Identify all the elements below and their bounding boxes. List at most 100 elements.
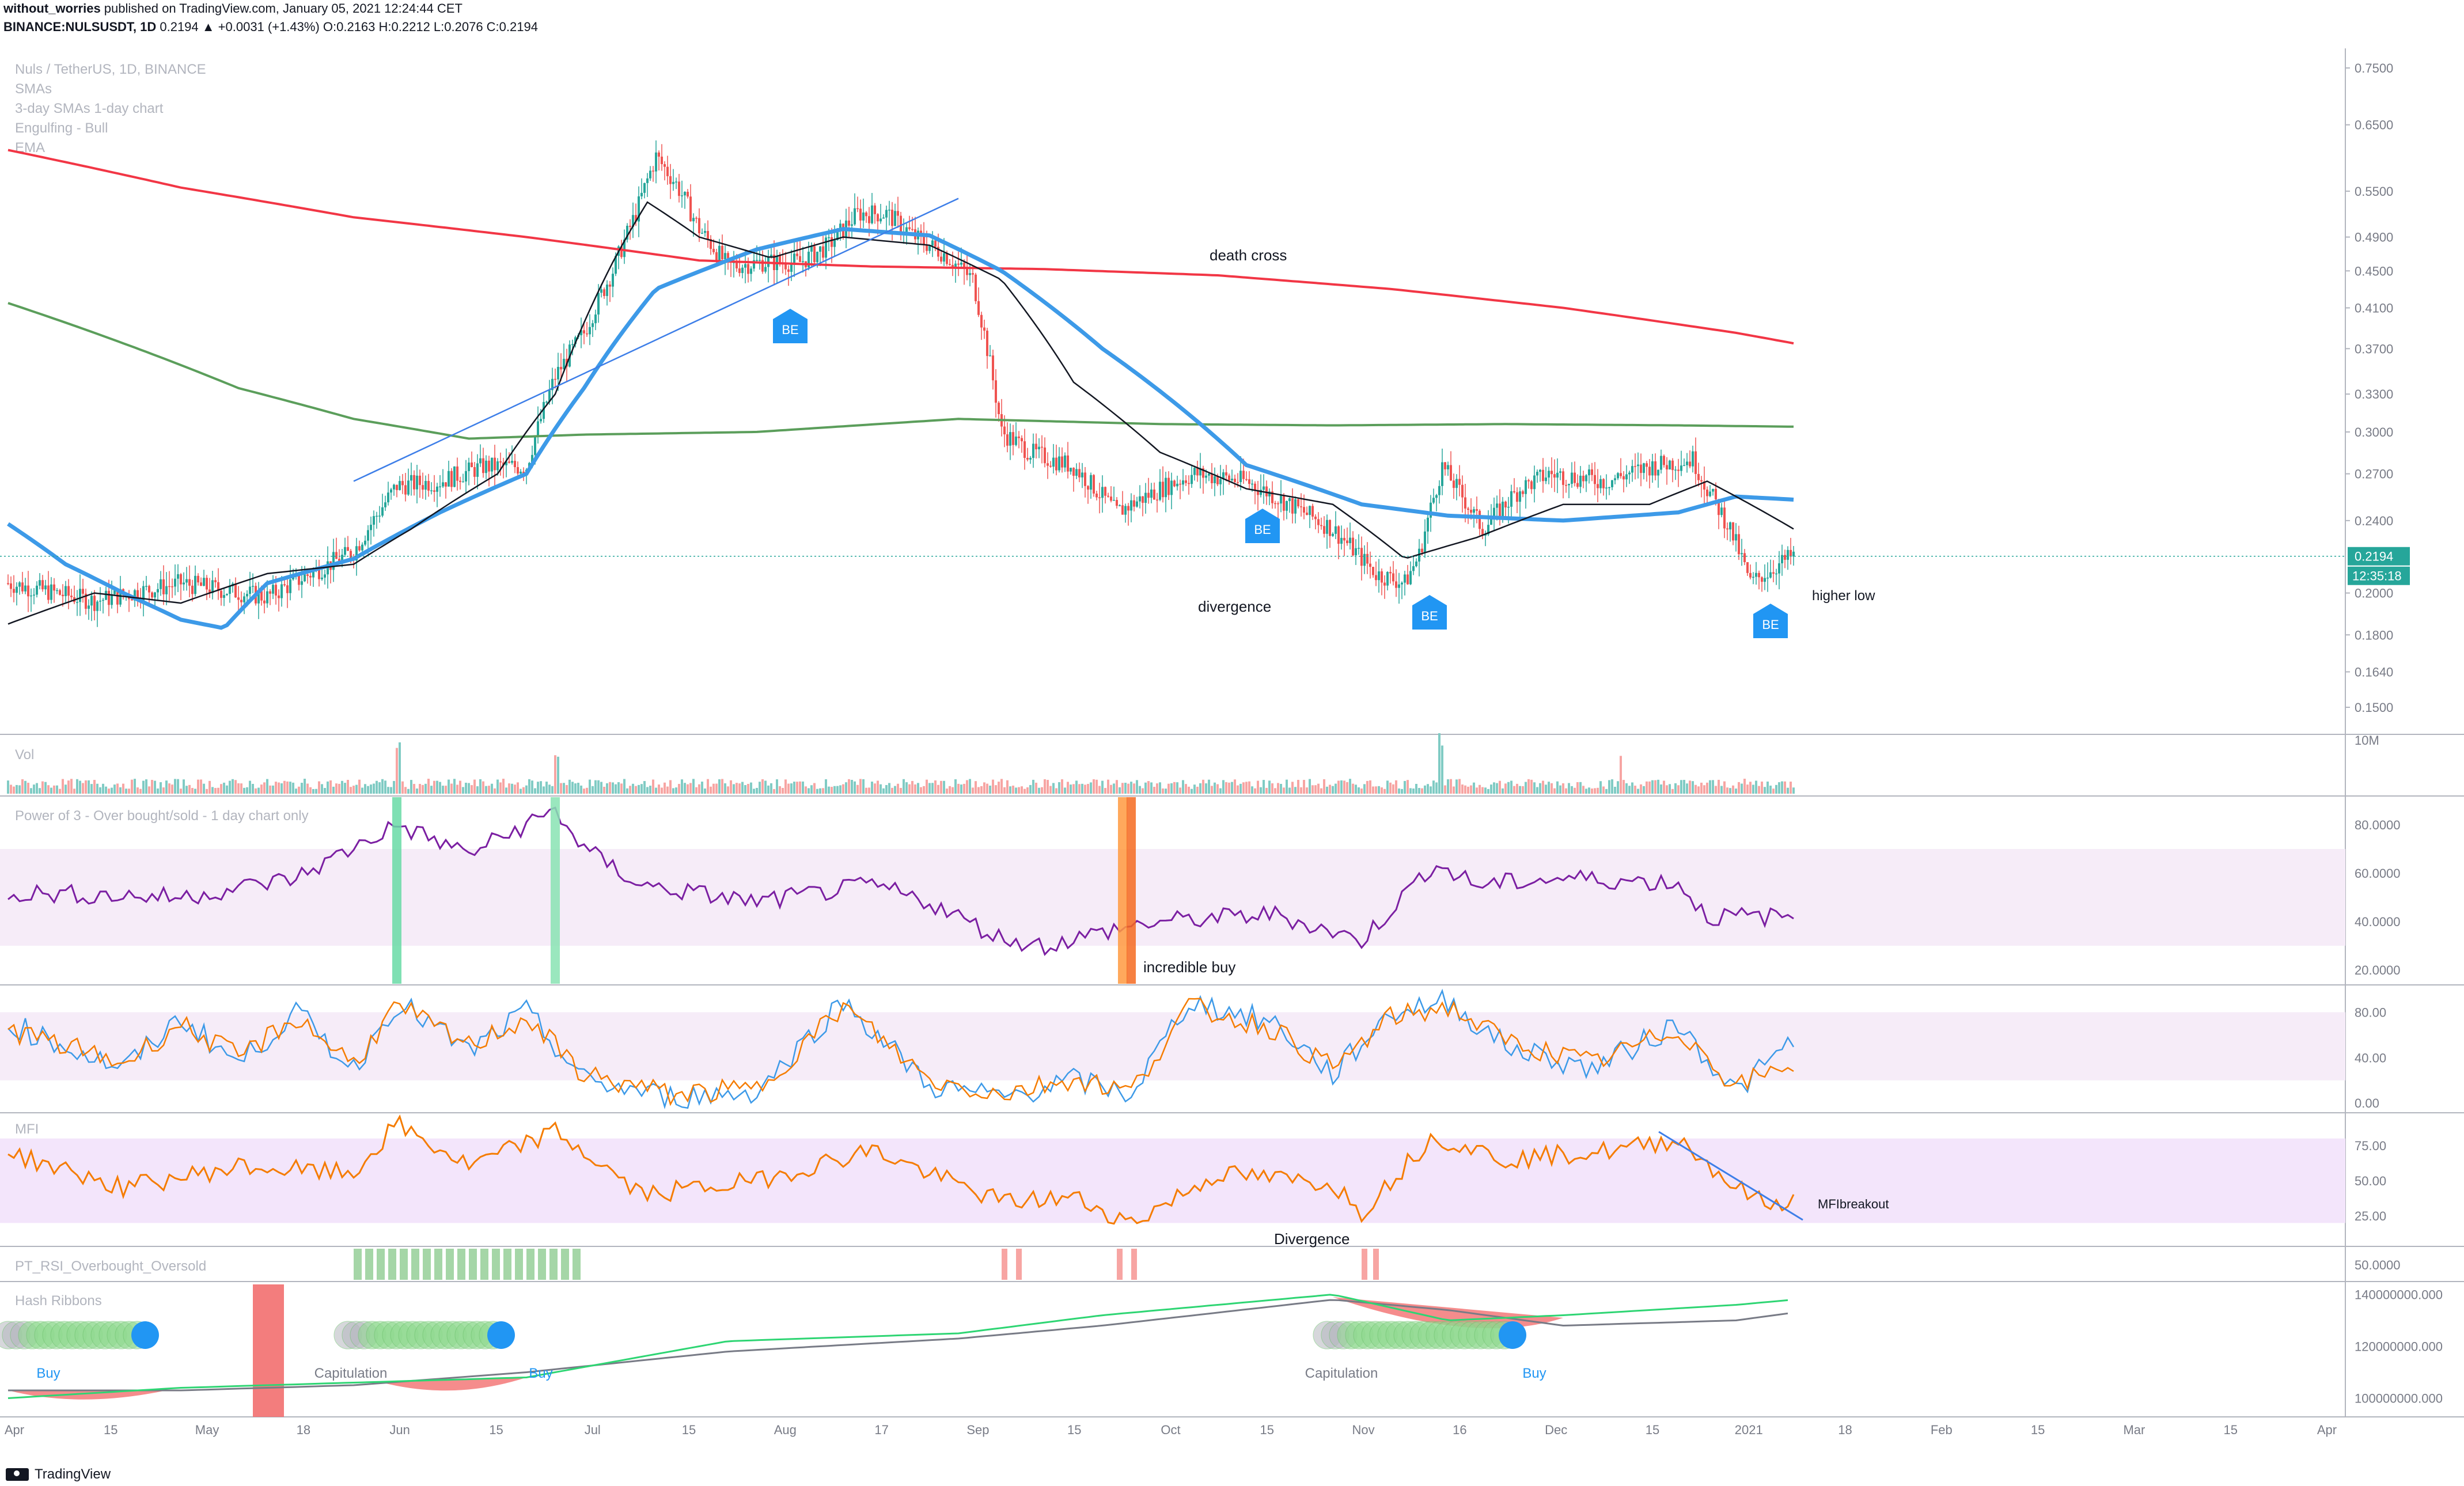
volume-bar [969, 779, 971, 794]
volume-bar [776, 779, 778, 794]
candle-body [597, 293, 600, 315]
volume-bar [427, 779, 430, 794]
tradingview-logo-icon[interactable] [6, 1468, 29, 1481]
candle-body [1562, 471, 1564, 485]
volume-bar [1458, 779, 1461, 794]
candle-body [1671, 460, 1674, 471]
candle-body [609, 285, 611, 287]
volume-bar [1484, 787, 1487, 794]
candle-body [1003, 426, 1006, 435]
volume-bar [1755, 780, 1757, 794]
power3-axis-label: 40.0000 [2355, 915, 2401, 929]
price-tick-label: 0.6500 [2355, 118, 2393, 132]
mfi-axis-label: 50.00 [2355, 1174, 2386, 1188]
volume-bar [1461, 784, 1464, 794]
candle-body [715, 252, 718, 261]
candle-body [911, 229, 913, 230]
volume-bar [304, 779, 306, 794]
volume-bar [540, 781, 542, 794]
candle-body [946, 253, 948, 264]
ptrsi-green-bar [400, 1249, 408, 1280]
volume-bar [669, 780, 672, 794]
mfi-axis-label: 25.00 [2355, 1209, 2386, 1223]
candle-body [1052, 457, 1055, 467]
engulfing-bull-marker [1412, 595, 1447, 630]
volume-bar [966, 780, 968, 794]
candle-body [439, 486, 441, 488]
volume-bar [707, 779, 709, 794]
volume-bar [1712, 780, 1714, 794]
mfi-divergence-label: Divergence [1274, 1230, 1350, 1248]
candle-body [194, 575, 196, 594]
symbol-name[interactable]: BINANCE:NULSUSDT, 1D [3, 20, 157, 34]
candle-body [157, 589, 159, 593]
candle-body [1522, 491, 1524, 494]
candle-body [249, 586, 251, 594]
volume-bar [194, 789, 196, 794]
volume-bar [646, 787, 649, 794]
candle-body [65, 586, 67, 597]
volume-bar [574, 783, 577, 794]
volume-bar [692, 779, 695, 794]
price-tick-label: 0.3000 [2355, 425, 2393, 439]
candle-body [678, 181, 680, 196]
candle-body [407, 480, 410, 495]
volume-bar [1225, 782, 1227, 794]
candle-body [1470, 509, 1472, 513]
time-tick-label: May [195, 1423, 219, 1437]
power3-band [0, 849, 2345, 946]
volume-bar [401, 781, 404, 794]
volume-bar [1473, 782, 1475, 794]
volume-bar [761, 779, 764, 794]
volume-bar [764, 780, 767, 794]
volume-bar [10, 784, 12, 794]
volume-bar [1320, 788, 1322, 794]
volume-bar [597, 780, 600, 794]
countdown-badge [2348, 566, 2410, 585]
power3-signal-bar [392, 797, 401, 984]
footer-brand[interactable]: TradingView [35, 1466, 111, 1482]
volume-bar [652, 779, 654, 794]
candle-body [652, 170, 654, 172]
candle-body [318, 567, 320, 579]
candle-body [1398, 584, 1400, 588]
candle-body [1343, 537, 1345, 541]
volume-bar [113, 784, 116, 794]
volume-bar [1317, 783, 1320, 794]
candle-body [453, 466, 456, 487]
volume-bar [655, 787, 657, 794]
engulfing-bull-marker [1753, 604, 1788, 638]
volume-bar [1006, 780, 1009, 794]
volume-bar [131, 779, 133, 794]
volume-bar [344, 783, 346, 794]
mfi-band [0, 1138, 2345, 1223]
candle-body [831, 237, 833, 247]
candle-body [1574, 472, 1576, 483]
volume-bar [710, 786, 712, 794]
candle-body [1323, 526, 1325, 534]
candle-body [1300, 506, 1302, 507]
volume-bar [664, 782, 666, 794]
candle-body [272, 585, 274, 594]
ptrsi-green-bar [446, 1249, 454, 1280]
volume-bar [1335, 783, 1337, 794]
volume-bar [1778, 782, 1780, 794]
candle-body [1251, 483, 1253, 485]
author-name[interactable]: without_worries [3, 1, 101, 16]
volume-bar [410, 780, 412, 794]
volume-bar [880, 784, 882, 794]
candle-body [476, 463, 479, 477]
candle-body [209, 589, 211, 593]
candle-body [468, 463, 470, 471]
time-tick-label: Dec [1545, 1423, 1567, 1437]
power3-line [7, 806, 1794, 956]
volume-bar [139, 789, 142, 794]
volume-bar [1424, 785, 1426, 794]
volume-bar [93, 780, 96, 794]
volume-bar [1067, 782, 1069, 794]
candle-body [868, 216, 870, 223]
volume-bar [1706, 782, 1708, 794]
volume-bar [1369, 780, 1371, 794]
candle-body [1718, 499, 1720, 515]
